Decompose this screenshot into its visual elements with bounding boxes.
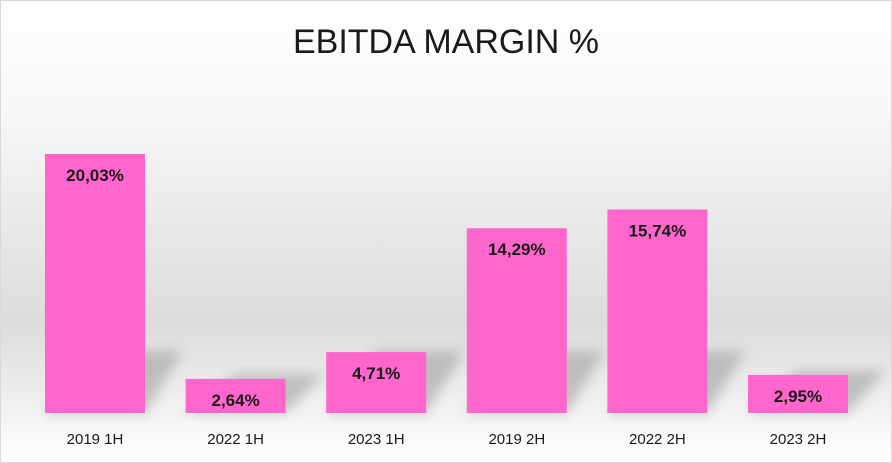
x-tick-label: 2023 1H bbox=[348, 431, 405, 448]
data-label: 2,95% bbox=[774, 387, 822, 406]
chart-title: EBITDA MARGIN % bbox=[292, 23, 600, 61]
bar-2019-2h bbox=[466, 228, 567, 413]
data-label: 2,64% bbox=[211, 391, 259, 410]
bar-2022-1h bbox=[185, 378, 286, 413]
x-tick-labels-group: 2019 1H 2022 1H 2023 1H 2019 2H 2022 2H 2023 … bbox=[67, 431, 827, 448]
data-labels-group: 20,03% 2,64% 4,71% 14,29% 15,74% 2,95% bbox=[66, 166, 822, 410]
bar-2023-2h bbox=[748, 374, 848, 413]
bars-group bbox=[45, 154, 848, 413]
x-tick-label: 2022 2H bbox=[629, 431, 686, 448]
bar-2019-1h bbox=[45, 154, 145, 413]
bar-2022-2h bbox=[607, 209, 708, 413]
bar-2023-1h bbox=[326, 352, 427, 413]
x-tick-label: 2022 1H bbox=[207, 431, 264, 448]
x-tick-label: 2019 1H bbox=[67, 431, 124, 448]
x-tick-label: 2023 2H bbox=[770, 431, 827, 448]
data-label: 14,29% bbox=[488, 240, 546, 259]
data-label: 4,71% bbox=[352, 364, 400, 383]
x-tick-label: 2019 2H bbox=[488, 431, 545, 448]
data-label: 20,03% bbox=[66, 166, 124, 185]
data-label: 15,74% bbox=[629, 221, 687, 240]
